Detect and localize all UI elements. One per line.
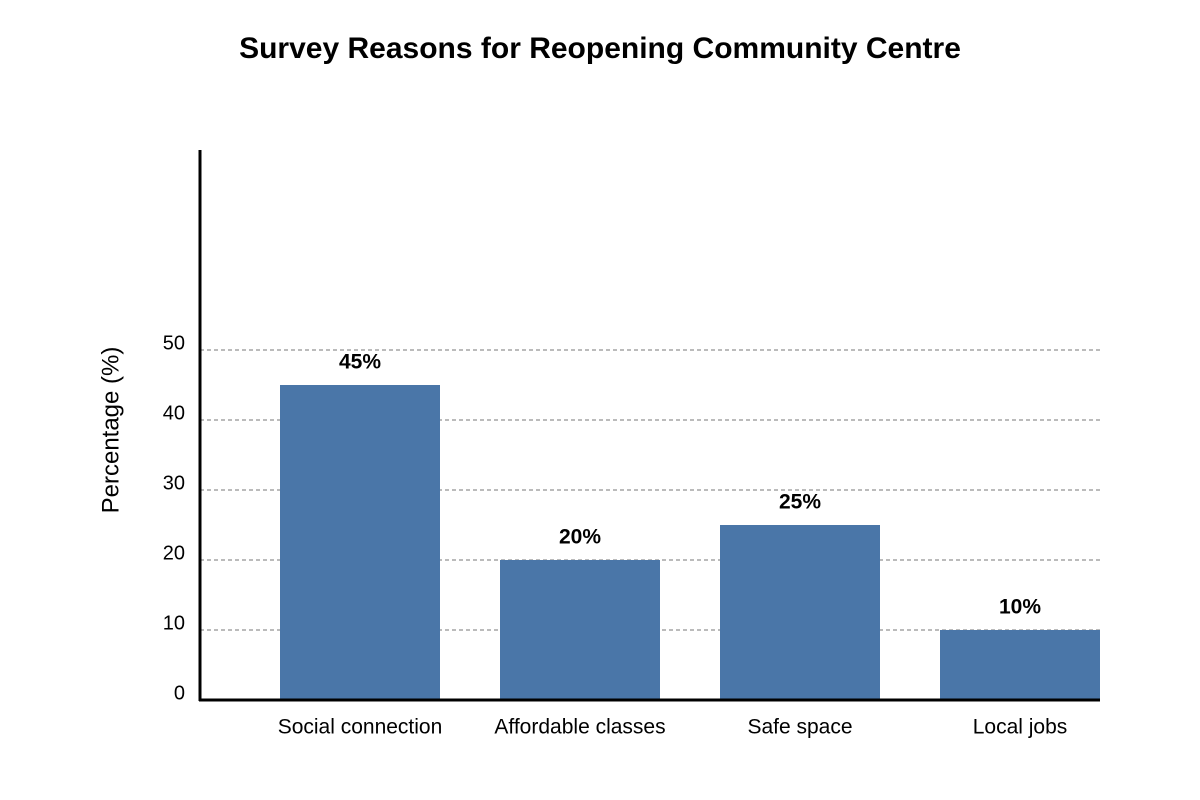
- y-tick-label: 50: [163, 332, 185, 354]
- x-tick-label: Safe space: [747, 716, 852, 739]
- data-label: 25%: [779, 491, 821, 514]
- data-label: 20%: [559, 526, 601, 549]
- x-tick-label: Social connection: [278, 716, 443, 739]
- bar: [500, 560, 660, 700]
- y-tick-label: 0: [174, 682, 185, 704]
- data-label: 10%: [999, 596, 1041, 619]
- data-label: 45%: [339, 351, 381, 374]
- y-tick-label: 30: [163, 472, 185, 494]
- bar: [280, 385, 440, 700]
- bar: [720, 525, 880, 700]
- y-tick-label: 40: [163, 402, 185, 424]
- x-tick-label: Local jobs: [973, 716, 1068, 739]
- bar: [940, 630, 1100, 700]
- y-tick-label: 10: [163, 612, 185, 634]
- y-tick-label: 20: [163, 542, 185, 564]
- chart-title: Survey Reasons for Reopening Community C…: [239, 32, 961, 65]
- x-tick-label: Affordable classes: [494, 716, 665, 739]
- y-axis-label: Percentage (%): [97, 347, 124, 514]
